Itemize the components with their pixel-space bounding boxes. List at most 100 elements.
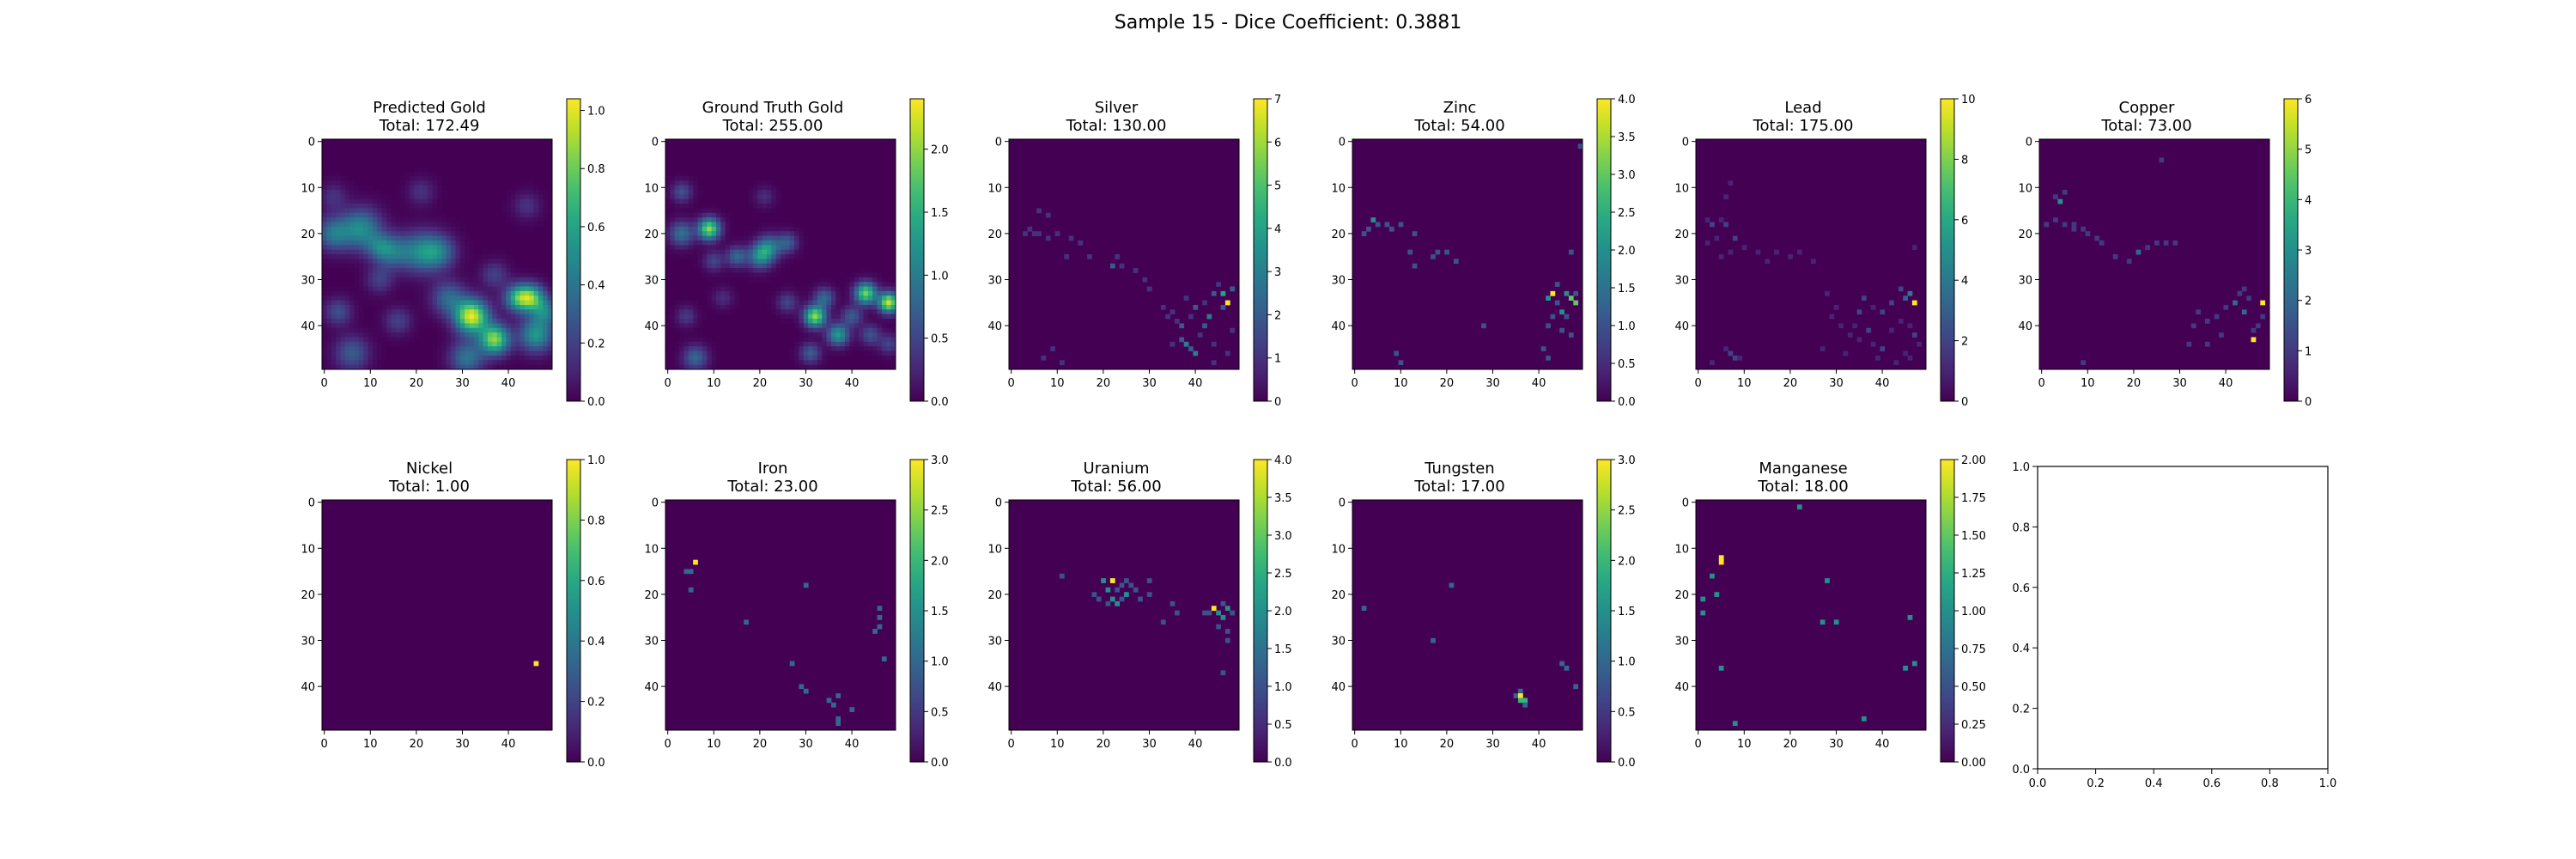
- heatmap-cell: [455, 327, 461, 333]
- heatmap-cell: [1183, 295, 1189, 301]
- heatmap-cell: [432, 226, 438, 232]
- heatmap-cell: [391, 249, 397, 255]
- heatmap-cell: [1174, 319, 1180, 324]
- heatmap-cell: [400, 259, 405, 265]
- heatmap-cell: [1903, 350, 1908, 356]
- heatmap-cell: [2126, 259, 2132, 265]
- heatmap-cell: [725, 259, 731, 265]
- heatmap-cell: [715, 277, 721, 283]
- heatmap-cell: [418, 295, 424, 301]
- y-tick-label: 20: [987, 228, 1002, 241]
- heatmap-cell: [789, 355, 795, 361]
- heatmap-cell: [881, 282, 887, 287]
- heatmap-cell: [422, 259, 428, 265]
- heatmap-cell: [492, 314, 498, 320]
- heatmap-cell: [492, 272, 498, 278]
- heatmap-cell: [720, 277, 726, 283]
- heatmap-cell: [547, 323, 553, 329]
- heatmap-cell: [707, 300, 712, 306]
- heatmap-cell: [674, 355, 680, 361]
- heatmap-cell: [789, 245, 795, 251]
- heatmap-cell: [354, 231, 360, 236]
- heatmap-cell: [538, 204, 544, 209]
- heatmap-cell: [358, 360, 364, 366]
- heatmap-cell: [459, 249, 465, 255]
- heatmap-cell: [469, 341, 475, 347]
- heatmap-cell: [1732, 235, 1738, 241]
- heatmap-cell: [693, 185, 698, 191]
- heatmap-cell: [400, 194, 405, 200]
- heatmap-cell: [711, 217, 717, 222]
- heatmap-cell: [404, 300, 410, 306]
- heatmap-cell: [697, 235, 703, 241]
- heatmap-cell: [446, 254, 452, 259]
- subplot-total: Total: 18.00: [1758, 478, 1849, 496]
- heatmap-cell: [459, 235, 465, 241]
- heatmap-cell: [377, 314, 383, 320]
- heatmap-cell: [422, 323, 428, 329]
- heatmap-cell: [771, 208, 777, 214]
- colorbar-tick-label: 0.0: [931, 396, 949, 409]
- heatmap-cell: [451, 272, 456, 278]
- heatmap-cell: [386, 337, 392, 343]
- heatmap-cell: [794, 249, 799, 255]
- colorbar-tick-label: 1.0: [1274, 681, 1292, 694]
- heatmap-cell: [358, 309, 364, 315]
- heatmap-cell: [326, 346, 332, 351]
- heatmap-cell: [404, 309, 410, 315]
- heatmap-cell: [344, 240, 350, 246]
- heatmap-cell: [336, 198, 341, 204]
- y-tick-label: 0.8: [2012, 521, 2030, 534]
- heatmap-cell: [428, 240, 434, 246]
- x-tick-label: 40: [1188, 377, 1203, 390]
- heatmap-cell: [515, 319, 520, 324]
- heatmap-cell: [469, 249, 475, 255]
- heatmap-cell: [752, 231, 758, 236]
- heatmap-cell: [519, 272, 526, 278]
- heatmap-cell: [679, 341, 684, 347]
- heatmap-cell: [515, 341, 520, 347]
- heatmap-cell: [451, 346, 456, 351]
- heatmap-cell: [515, 198, 520, 204]
- heatmap-cell: [422, 185, 428, 191]
- heatmap-cell: [674, 185, 680, 191]
- heatmap-cell: [789, 350, 795, 356]
- heatmap-cell: [483, 268, 489, 273]
- colorbar-tick-label: 0.0: [1618, 757, 1636, 770]
- heatmap-cell: [674, 171, 680, 177]
- heatmap-cell: [331, 240, 337, 246]
- heatmap-cell: [812, 360, 818, 366]
- heatmap-cell: [771, 235, 777, 241]
- x-tick-label: 0: [321, 738, 328, 751]
- heatmap-cell: [711, 272, 717, 278]
- heatmap-cell: [372, 364, 378, 370]
- heatmap-cell: [702, 212, 708, 218]
- heatmap-cell: [877, 606, 883, 612]
- heatmap-cell: [354, 277, 360, 283]
- heatmap-cell: [538, 309, 544, 315]
- subplot-total: Total: 73.00: [2101, 117, 2192, 135]
- x-tick-label: 10: [707, 377, 721, 390]
- heatmap-cell: [547, 282, 553, 287]
- heatmap-cell: [446, 235, 452, 241]
- heatmap-cell: [372, 286, 378, 292]
- heatmap-cell: [1183, 341, 1189, 347]
- heatmap-cell: [409, 222, 415, 228]
- x-tick-label: 40: [1532, 738, 1546, 751]
- heatmap-cell: [1898, 286, 1904, 292]
- heatmap-cell: [377, 277, 383, 283]
- heatmap-cell: [409, 319, 415, 324]
- heatmap-cell: [1119, 596, 1125, 602]
- heatmap-cell: [437, 272, 442, 278]
- heatmap-cell: [377, 263, 383, 269]
- colorbar-tick-label: 2: [1274, 309, 1281, 322]
- heatmap-cell: [404, 175, 410, 181]
- heatmap-cell: [404, 319, 410, 324]
- heatmap-cell: [506, 300, 512, 306]
- colorbar-tick-label: 0.0: [931, 757, 949, 770]
- heatmap-cell: [336, 194, 341, 200]
- heatmap-cell: [859, 268, 864, 273]
- heatmap-cell: [711, 300, 717, 306]
- heatmap-cell: [510, 290, 516, 296]
- heatmap-background: [1352, 500, 1583, 730]
